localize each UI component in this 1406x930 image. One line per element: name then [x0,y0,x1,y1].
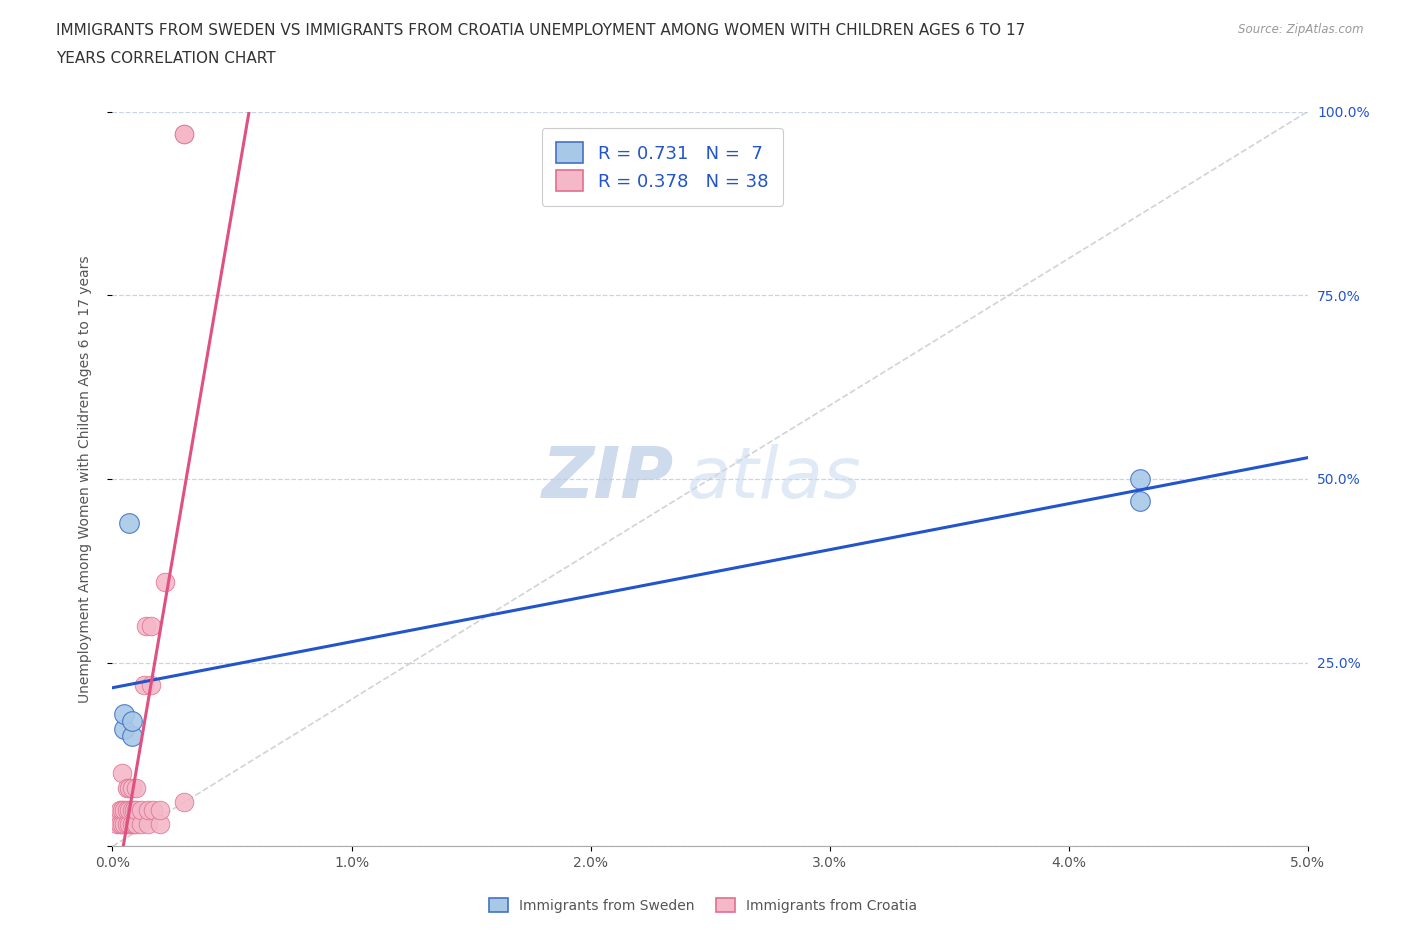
Text: atlas: atlas [686,445,860,513]
Point [142,802,165,817]
Point [118,802,141,817]
Point [125,780,148,795]
Point [115,802,138,817]
Legend: Immigrants from Sweden, Immigrants from Croatia: Immigrants from Sweden, Immigrants from … [484,893,922,919]
Point [105,817,128,831]
Y-axis label: Unemployment Among Women with Children Ages 6 to 17 years: Unemployment Among Women with Children A… [77,255,91,703]
Point [114,722,135,737]
Point [108,802,131,817]
Point [135,618,157,633]
Point [121,729,143,744]
Point [111,802,134,817]
Point [121,780,143,795]
Point [118,515,141,530]
Point [1129,494,1152,509]
Point [125,802,148,817]
Point [111,817,134,831]
Text: ZIP: ZIP [541,445,675,513]
Point [122,817,145,831]
Point [129,802,152,817]
Point [122,802,145,817]
Point [121,714,143,729]
Point [108,817,131,831]
Point [1129,472,1152,486]
Point [149,802,172,817]
Point [114,707,135,722]
Point [115,817,138,831]
Point [173,126,195,141]
Text: IMMIGRANTS FROM SWEDEN VS IMMIGRANTS FROM CROATIA UNEMPLOYMENT AMONG WOMEN WITH : IMMIGRANTS FROM SWEDEN VS IMMIGRANTS FRO… [56,23,1025,38]
Point [114,817,135,831]
Point [138,802,160,817]
Point [139,677,162,692]
Legend: R = 0.731   N =  7, R = 0.378   N = 38: R = 0.731 N = 7, R = 0.378 N = 38 [541,128,783,206]
Point [118,780,141,795]
Point [115,780,138,795]
Point [129,817,152,831]
Point [173,126,195,141]
Point [125,817,148,831]
Text: Source: ZipAtlas.com: Source: ZipAtlas.com [1239,23,1364,36]
Point [139,618,162,633]
Point [132,677,155,692]
Point [153,575,176,590]
Point [149,817,172,831]
Point [121,817,143,831]
Point [118,817,141,831]
Point [173,795,195,810]
Point [114,802,135,817]
Point [105,809,128,824]
Point [138,817,160,831]
Point [121,802,143,817]
Text: YEARS CORRELATION CHART: YEARS CORRELATION CHART [56,51,276,66]
Point [111,765,134,780]
